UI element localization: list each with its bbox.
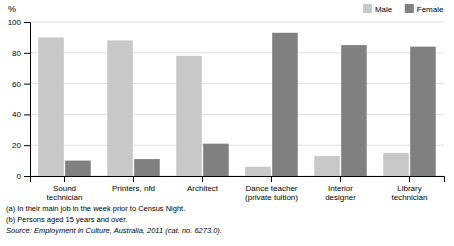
y-tick: 20 <box>12 141 30 150</box>
bar <box>272 33 298 176</box>
chart: 020406080100SoundtechnicianPrinters, nfd… <box>0 0 454 246</box>
grid-line <box>30 83 444 84</box>
y-tick-mark <box>24 84 30 85</box>
x-tick-label: Interiordesigner <box>325 184 356 202</box>
y-tick-mark <box>24 22 30 23</box>
bar <box>341 45 367 176</box>
x-tick: Dance teacher(private tuition) <box>245 176 298 202</box>
series-0 <box>38 37 409 176</box>
x-tick-label-line: Interior <box>328 184 353 193</box>
y-tick-mark <box>24 145 30 146</box>
y-axis-line <box>24 23 31 177</box>
x-tick-label-line: Dance teacher <box>245 184 297 193</box>
y-tick-mark <box>24 114 30 115</box>
legend-item: Female <box>405 4 444 14</box>
notes: (a) In their main job in the week prior … <box>6 204 222 235</box>
bar <box>314 156 340 176</box>
bar <box>245 167 271 176</box>
source: Source: Employment in Culture, Australia… <box>6 226 222 235</box>
x-tick-mark <box>64 176 65 182</box>
legend-label: Male <box>375 5 393 14</box>
x-tick-mark <box>133 176 134 182</box>
x-tick-label: Dance teacher(private tuition) <box>245 184 298 202</box>
x-tick-label: Printers, nfd <box>112 184 155 193</box>
y-tick: 0 <box>17 172 30 181</box>
legend: Male Female <box>363 4 444 14</box>
x-tick-label: Librarytechnician <box>391 184 427 202</box>
x-tick: Architect <box>187 176 219 193</box>
x-tick: Interiordesigner <box>325 176 356 202</box>
grid-line <box>30 22 444 23</box>
x-tick-mark <box>340 176 341 182</box>
y-tick-label: 80 <box>12 49 21 58</box>
footnote: (b) Persons aged 15 years and over. <box>6 215 127 224</box>
x-tick-mark <box>271 176 272 182</box>
y-tick-mark <box>24 53 30 54</box>
y-tick: 40 <box>12 110 30 119</box>
grid-line <box>30 145 444 146</box>
series-1 <box>65 33 436 176</box>
x-tick: Librarytechnician <box>391 176 427 202</box>
plot: 020406080100SoundtechnicianPrinters, nfd… <box>8 18 445 202</box>
y-axis-label: % <box>8 4 16 14</box>
grid-line <box>30 52 444 53</box>
x-tick-label: Architect <box>187 184 219 193</box>
x-tick-label-line: technician <box>391 193 427 202</box>
legend-swatch <box>405 4 414 13</box>
x-tick-mark <box>409 176 410 182</box>
y-tick-label: 60 <box>12 80 21 89</box>
y-tick-mark <box>24 176 30 177</box>
bar <box>38 37 64 176</box>
x-tick-label-line: Printers, nfd <box>112 184 155 193</box>
legend-swatch <box>363 4 372 13</box>
x-tick-label: Soundtechnician <box>46 184 82 202</box>
y-tick-label: 0 <box>17 172 22 181</box>
bar <box>203 144 229 176</box>
x-tick-label-line: Library <box>397 184 421 193</box>
bar <box>65 161 91 176</box>
bars <box>38 33 436 176</box>
x-axis: SoundtechnicianPrinters, nfdArchitectDan… <box>31 176 445 202</box>
bar <box>410 47 436 176</box>
y-tick: 60 <box>12 80 30 89</box>
bar <box>383 153 409 176</box>
y-tick: 80 <box>12 49 30 58</box>
bar <box>134 159 160 176</box>
x-tick-label-line: designer <box>325 193 356 202</box>
x-tick-label-line: (private tuition) <box>245 193 298 202</box>
bar <box>176 56 202 176</box>
y-tick-label: 20 <box>12 141 21 150</box>
y-tick-label: 100 <box>8 18 22 27</box>
x-tick: Printers, nfd <box>112 176 155 193</box>
x-tick: Soundtechnician <box>46 176 82 202</box>
x-tick-label-line: Sound <box>53 184 76 193</box>
x-tick-label-line: technician <box>46 193 82 202</box>
y-tick: 100 <box>8 18 30 27</box>
x-axis-line <box>31 177 445 183</box>
legend-label: Female <box>417 5 444 14</box>
grid-line <box>30 114 444 115</box>
grid <box>30 22 444 176</box>
x-tick-label-line: Architect <box>187 184 219 193</box>
y-tick-label: 40 <box>12 110 21 119</box>
x-tick-mark <box>202 176 203 182</box>
legend-item: Male <box>363 4 393 14</box>
y-axis: 0 20 40 60 80 100 <box>8 18 31 181</box>
bar <box>107 40 133 176</box>
footnote: (a) In their main job in the week prior … <box>6 204 185 213</box>
